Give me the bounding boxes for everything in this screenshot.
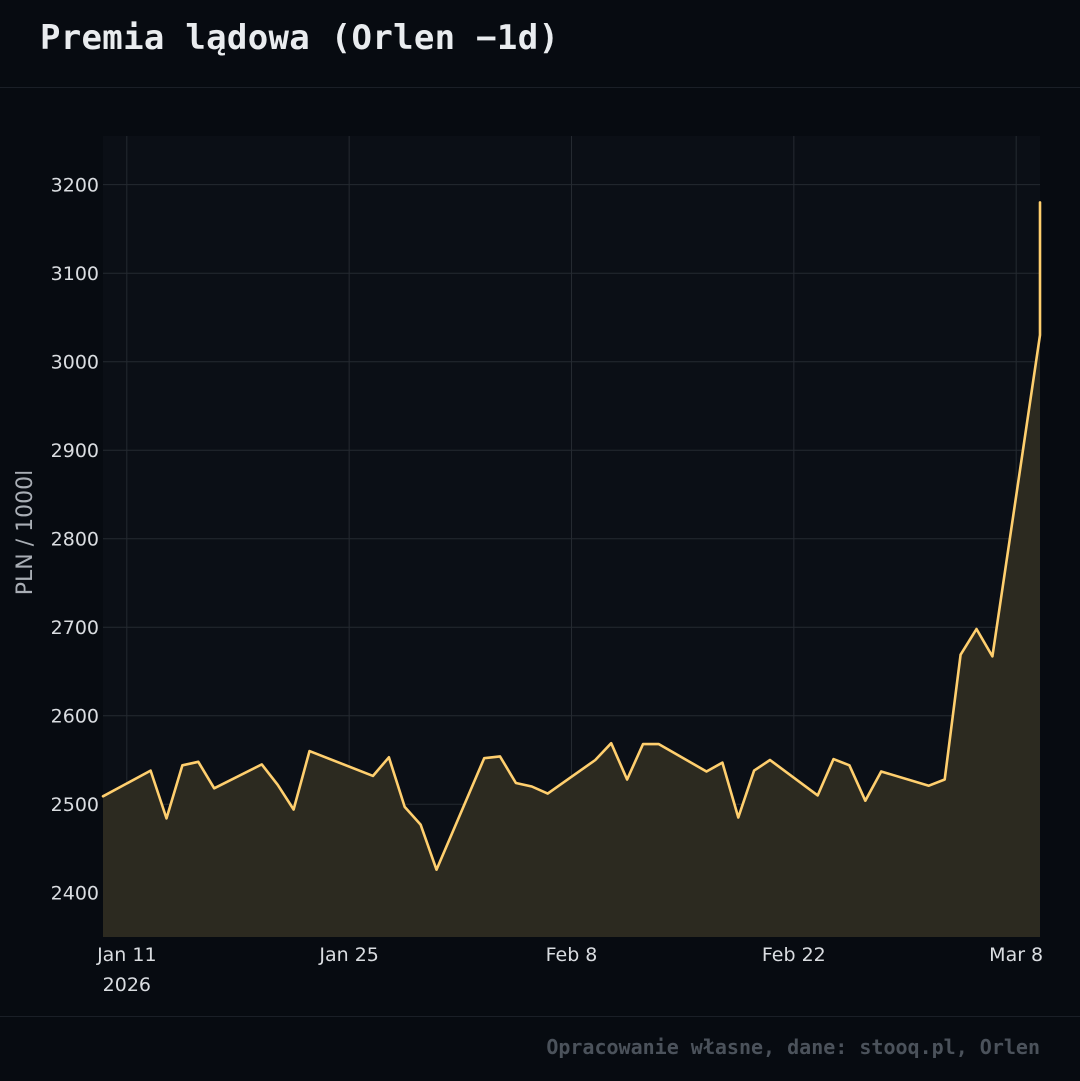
- x-tick-label: Mar 8: [989, 944, 1043, 966]
- footer: Opracowanie własne, dane: stooq.pl, Orle…: [0, 1016, 1080, 1081]
- y-tick-label: 2500: [51, 794, 99, 816]
- header: Premia lądowa (Orlen −1d): [0, 0, 1080, 88]
- y-axis-label: PLN / 1000l: [13, 470, 38, 595]
- x-tick-label: Feb 22: [762, 944, 826, 966]
- y-tick-label: 3200: [51, 175, 99, 197]
- x-tick-label: Jan 11: [96, 944, 157, 966]
- x-tick-sublabel: 2026: [103, 974, 151, 996]
- y-tick-label: 2400: [51, 883, 99, 905]
- y-tick-label: 2900: [51, 440, 99, 462]
- y-tick-label: 2600: [51, 706, 99, 728]
- page-title: Premia lądowa (Orlen −1d): [40, 18, 560, 58]
- y-tick-label: 2700: [51, 617, 99, 639]
- x-tick-label: Feb 8: [546, 944, 598, 966]
- series-line: [101, 201, 1042, 871]
- x-tick-label: Jan 25: [318, 944, 379, 966]
- series-area: [103, 202, 1040, 937]
- y-tick-label: 2800: [51, 529, 99, 551]
- y-tick-label: 3100: [51, 263, 99, 285]
- source-note: Opracowanie własne, dane: stooq.pl, Orle…: [546, 1035, 1040, 1059]
- y-tick-label: 3000: [51, 352, 99, 374]
